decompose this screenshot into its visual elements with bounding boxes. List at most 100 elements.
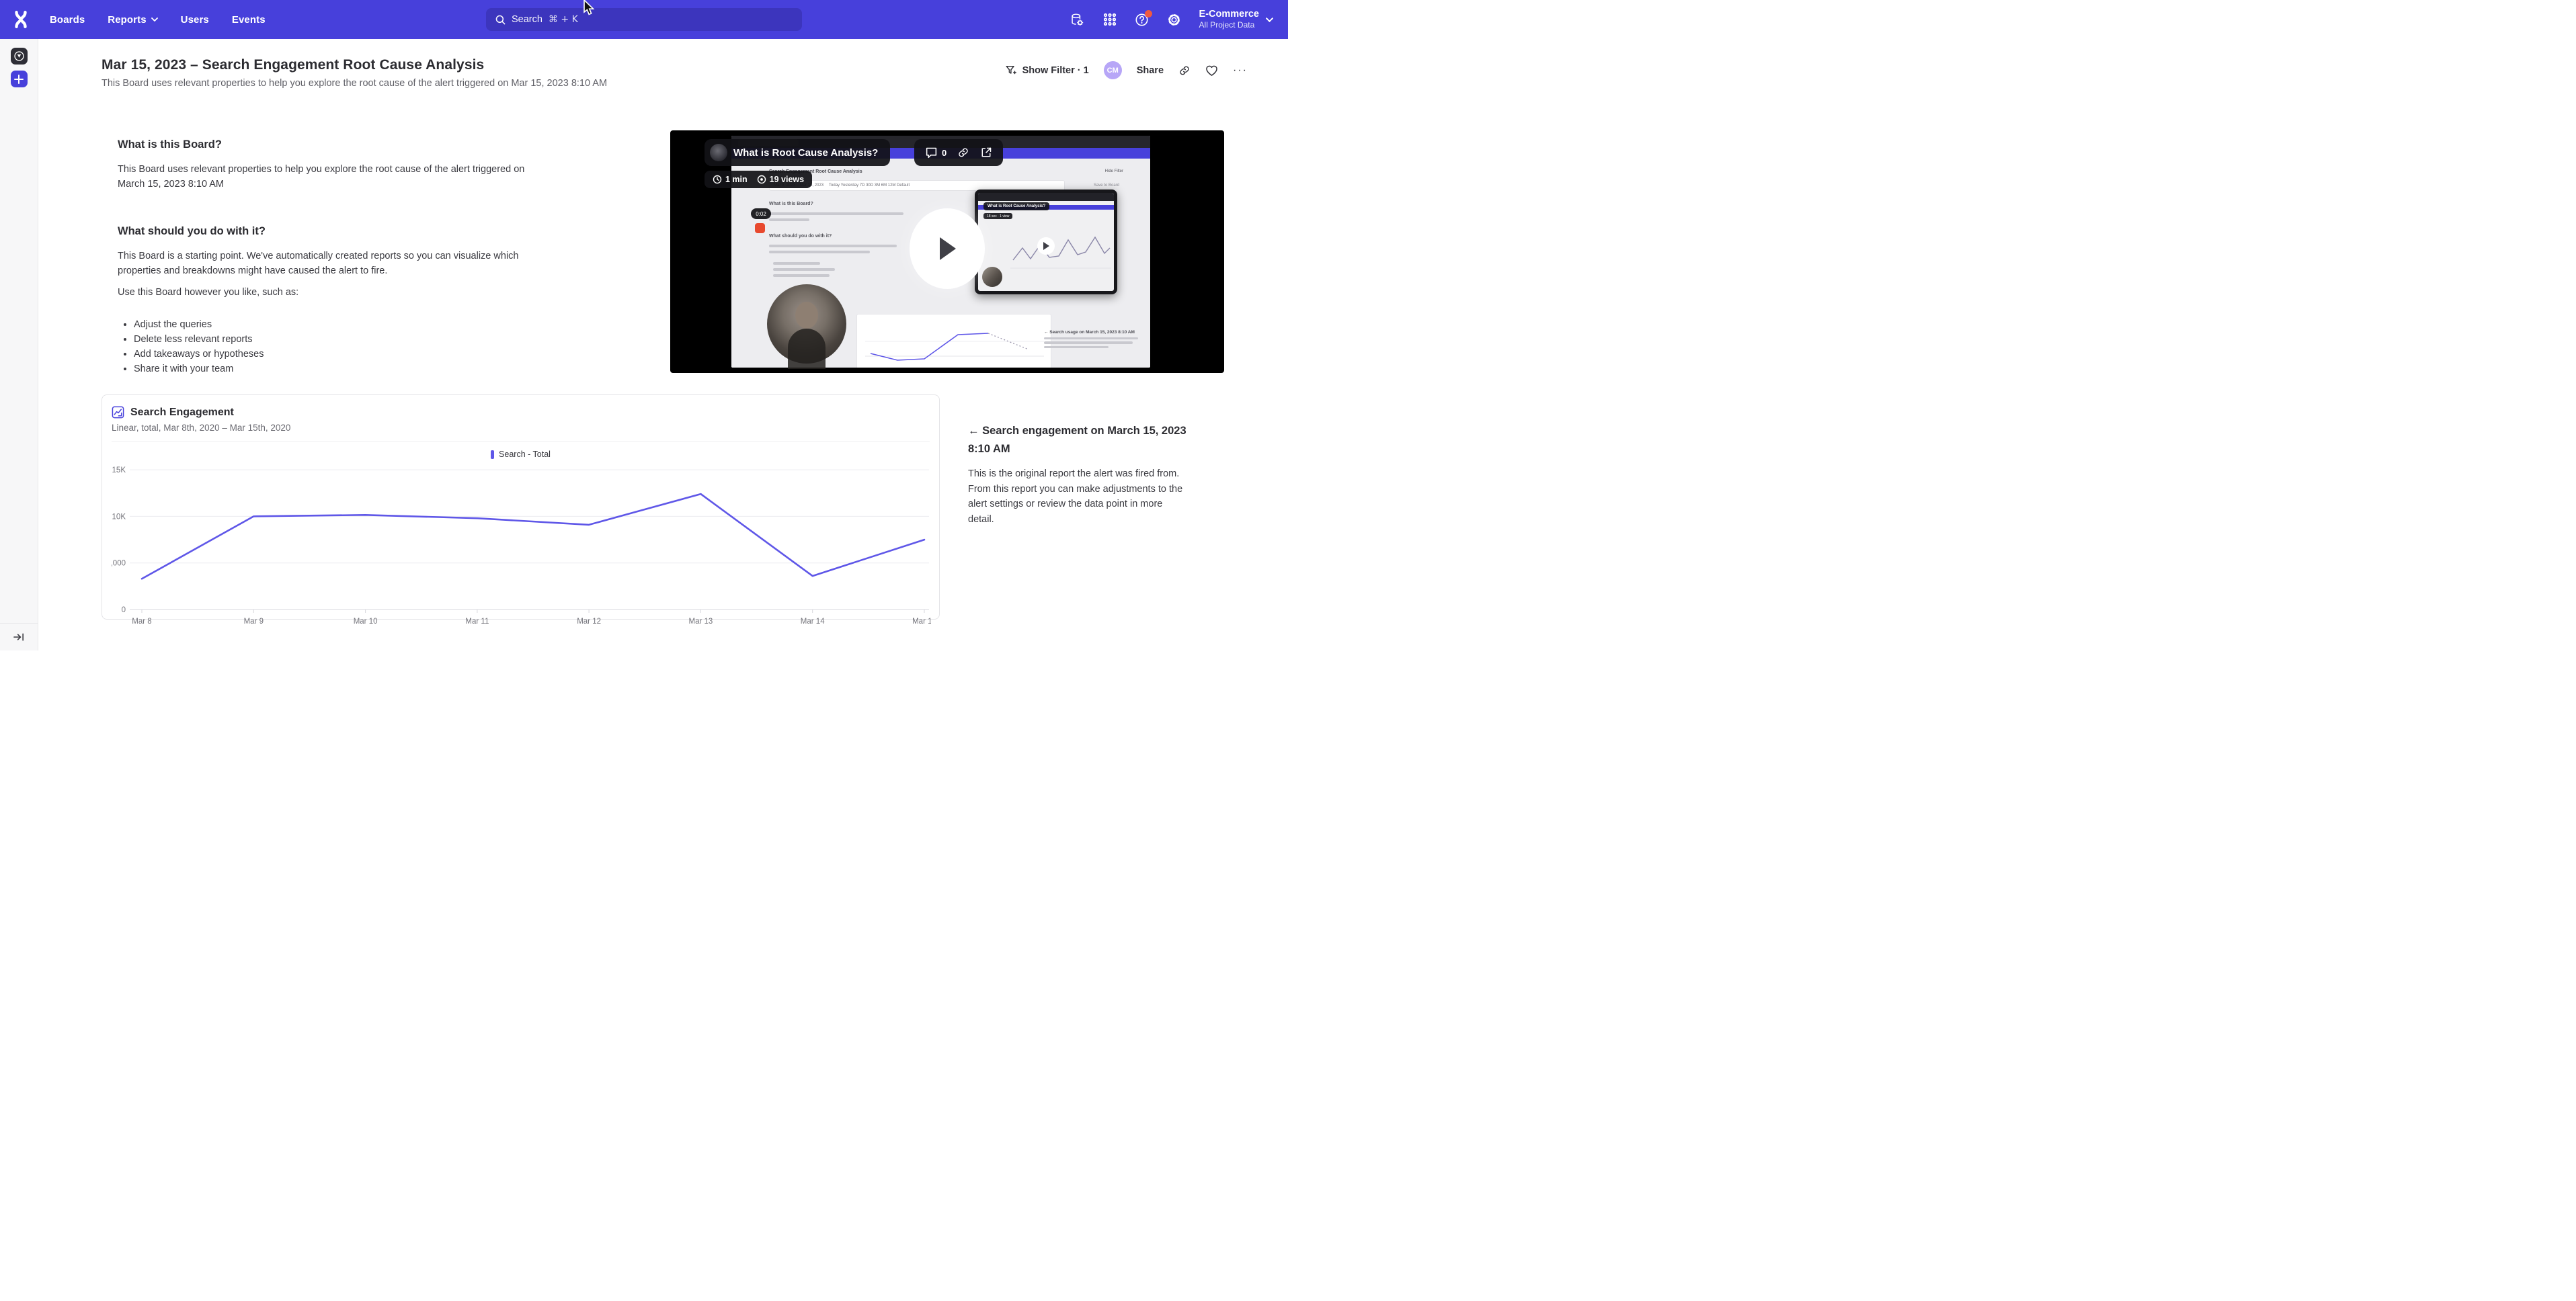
- link-icon: [1180, 66, 1189, 75]
- svg-text:10K: 10K: [112, 513, 126, 521]
- inner-annotation: ← Search usage on March 15, 2023 8:10 AM: [1044, 330, 1145, 351]
- share-button[interactable]: Share: [1136, 65, 1164, 76]
- svg-text:Mar 12: Mar 12: [577, 618, 601, 626]
- link-icon[interactable]: [957, 146, 969, 159]
- doc-heading-2: What should you do with it?: [118, 225, 266, 237]
- chart-legend: Search - Total: [112, 448, 930, 460]
- board-shortcut-compass-icon[interactable]: [10, 48, 28, 65]
- add-board-button[interactable]: [10, 71, 28, 87]
- video-title-pill: What is Root Cause Analysis?: [705, 139, 891, 166]
- search-input[interactable]: Search ⌘ + K: [486, 8, 802, 31]
- recording-stop-button[interactable]: [755, 223, 765, 233]
- more-options-button[interactable]: ···: [1233, 64, 1248, 76]
- svg-text:Mar 15: Mar 15: [912, 618, 931, 626]
- heart-icon: [1206, 65, 1217, 76]
- comment-icon[interactable]: [925, 146, 938, 159]
- primary-nav: Boards Reports Users Events: [50, 14, 266, 26]
- intro-row: What is this Board? This Board uses rele…: [38, 130, 1288, 380]
- doc-heading-1: What is this Board?: [118, 138, 222, 151]
- project-name: E-Commerce: [1199, 9, 1259, 19]
- annotation-column: ← Search engagement on March 15, 2023 8:…: [968, 394, 1190, 620]
- list-item: Delete less relevant reports: [134, 332, 642, 347]
- settings-gear-icon[interactable]: [1167, 12, 1182, 27]
- legend-label: Search - Total: [499, 450, 551, 459]
- inner-mini-chart: [856, 314, 1051, 368]
- line-chart[interactable]: 0 5,000 10K 15K Mar 8 Mar 9 Mar 10 Mar 11 Mar 12…: [112, 460, 931, 630]
- report-card-header: Search Engagement: [112, 406, 930, 419]
- doc-bullet-list: Adjust the queries Delete less relevant …: [134, 317, 642, 376]
- report-card[interactable]: Search Engagement Linear, total, Mar 8th…: [102, 394, 940, 626]
- report-subtitle: Linear, total, Mar 8th, 2020 – Mar 15th,…: [112, 423, 930, 442]
- show-filter-button[interactable]: Show Filter · 1: [1005, 65, 1089, 77]
- project-switcher[interactable]: E-Commerce All Project Data: [1199, 9, 1273, 30]
- inner-save-to-board: Save to Board: [1093, 183, 1119, 187]
- board-header: Mar 15, 2023 – Search Engagement Root Ca…: [38, 39, 1288, 89]
- nav-item-users[interactable]: Users: [180, 13, 209, 26]
- left-rail: [0, 39, 38, 650]
- inner-board-title: Search Engagement Root Cause Analysis: [769, 169, 862, 174]
- top-nav: Boards Reports Users Events Search ⌘ + K: [0, 0, 1288, 39]
- play-button[interactable]: [910, 208, 985, 289]
- clock-icon: [713, 175, 722, 184]
- video-meta-pill: 1 min 19 views: [705, 171, 813, 188]
- svg-text:Mar 8: Mar 8: [132, 618, 151, 626]
- expand-sidebar-icon[interactable]: [13, 632, 25, 642]
- svg-text:Mar 11: Mar 11: [465, 618, 489, 626]
- apps-grid-icon[interactable]: [1102, 12, 1117, 27]
- nested-play-button: [1037, 237, 1055, 255]
- page-title: Mar 15, 2023 – Search Engagement Root Ca…: [102, 57, 485, 73]
- doc-paragraph-2: This Board is a starting point. We've au…: [118, 251, 519, 276]
- list-item: Share it with your team: [134, 362, 642, 376]
- search-placeholder: Search: [512, 14, 542, 25]
- show-filter-label: Show Filter · 1: [1022, 65, 1089, 76]
- svg-text:0: 0: [122, 606, 126, 614]
- report-title: Search Engagement: [130, 406, 234, 418]
- board-description: What is this Board? This Board uses rele…: [118, 130, 642, 376]
- svg-text:15K: 15K: [112, 466, 126, 474]
- copy-link-button[interactable]: [1178, 65, 1191, 77]
- video-title: What is Root Cause Analysis?: [733, 146, 879, 159]
- views-eye-icon: [757, 175, 766, 184]
- nav-item-reports[interactable]: Reports: [108, 14, 158, 26]
- plus-icon: [14, 74, 24, 84]
- doc-paragraph-3: Use this Board however you like, such as…: [118, 287, 299, 298]
- list-item: Add takeaways or hypotheses: [134, 347, 642, 362]
- nav-item-events[interactable]: Events: [231, 13, 266, 26]
- nested-video-meta: 18 sec · 1 view: [983, 213, 1013, 219]
- help-icon[interactable]: [1135, 10, 1152, 27]
- svg-text:Mar 10: Mar 10: [354, 618, 378, 626]
- avatar[interactable]: CM: [1103, 61, 1122, 79]
- mixpanel-logo-icon[interactable]: [11, 9, 31, 30]
- nav-item-boards[interactable]: Boards: [50, 13, 85, 26]
- annotation-heading: ← Search engagement on March 15, 2023 8:…: [968, 425, 1186, 455]
- doc-paragraph-1: This Board uses relevant properties to h…: [118, 164, 525, 190]
- main-content: Mar 15, 2023 – Search Engagement Root Ca…: [38, 39, 1288, 650]
- annotation-body: This is the original report the alert wa…: [968, 468, 1183, 525]
- favorite-button[interactable]: [1205, 65, 1218, 77]
- nested-video-frame: What is Root Cause Analysis? 18 sec · 1 …: [975, 190, 1117, 294]
- video-duration: 1 min: [713, 175, 748, 184]
- project-scope: All Project Data: [1199, 20, 1255, 30]
- search-shortcut: ⌘ + K: [548, 14, 578, 25]
- line-chart-icon: [112, 406, 124, 419]
- inner-heading-1: What is this Board?: [769, 202, 813, 206]
- video-action-pill: 0: [914, 139, 1004, 166]
- mixpanel-board-page: Boards Reports Users Events Search ⌘ + K: [0, 0, 1288, 650]
- notification-badge: [1144, 10, 1152, 17]
- presenter-avatar: [710, 144, 727, 161]
- data-management-icon[interactable]: [1070, 12, 1085, 27]
- rail-bottom: [0, 623, 38, 650]
- webcam-bubble: [767, 284, 846, 364]
- video-player[interactable]: Search Engagement Root Cause Analysis Hi…: [670, 130, 1224, 373]
- legend-marker: [491, 450, 495, 459]
- svg-text:Mar 9: Mar 9: [244, 618, 264, 626]
- open-external-icon[interactable]: [980, 146, 992, 159]
- comment-count: 0: [942, 147, 947, 158]
- page-subtitle: This Board uses relevant properties to h…: [102, 78, 608, 89]
- nested-video-title: What is Root Cause Analysis?: [983, 202, 1050, 210]
- search-icon: [495, 15, 506, 24]
- svg-text:Mar 14: Mar 14: [801, 618, 825, 626]
- svg-text:Mar 13: Mar 13: [689, 618, 713, 626]
- filter-plus-icon: [1006, 65, 1016, 74]
- chevron-down-icon: [1266, 17, 1273, 22]
